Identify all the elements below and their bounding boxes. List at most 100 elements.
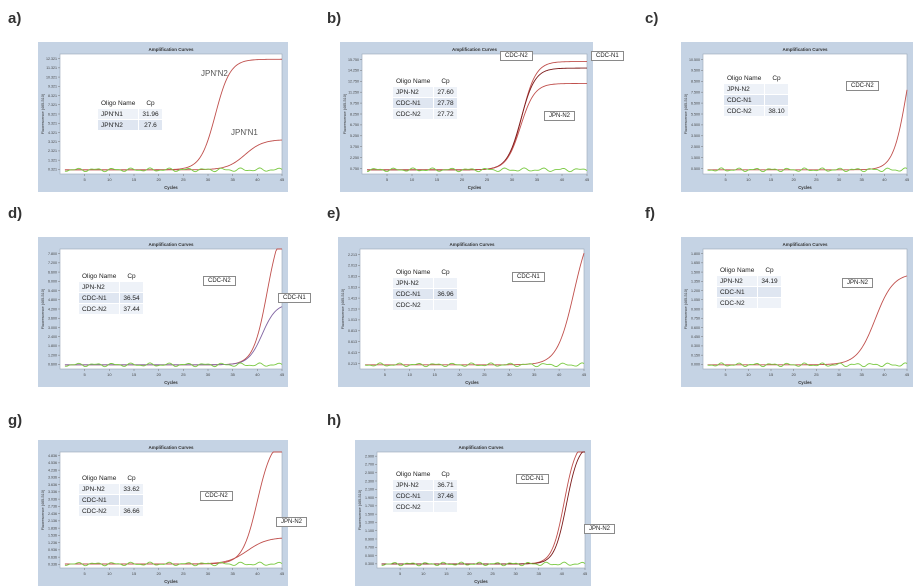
x-tick-label: 40: [560, 571, 565, 576]
y-tick-label: 1.413: [348, 296, 357, 300]
y-tick-label: 1.800: [691, 252, 700, 256]
panel-label-a: a): [8, 10, 22, 27]
x-tick-label: 30: [510, 177, 515, 182]
table-header: Cp: [764, 72, 789, 84]
y-tick-label: 0.500: [691, 167, 700, 171]
x-axis-label: Cycles: [465, 380, 479, 385]
y-tick-label: 5.500: [691, 112, 700, 116]
x-tick-label: 45: [280, 177, 285, 182]
x-tick-label: 35: [230, 571, 235, 576]
panel-label-d: d): [8, 205, 23, 222]
x-tick-label: 15: [132, 372, 137, 377]
table-header: Oligo Name: [391, 468, 435, 480]
y-tick-label: 0.636: [48, 555, 57, 559]
x-tick-label: 30: [206, 571, 211, 576]
table-cell: JPN'N2: [96, 119, 140, 131]
chart-panel-d: Amplification Curves 5 10 15 20 25 30 35 40 45 Cyc…: [38, 237, 288, 387]
y-tick-label: 2.013: [348, 264, 357, 268]
table-cell: CDC-N2: [391, 108, 435, 120]
x-tick-label: 25: [814, 177, 819, 182]
y-tick-label: 0.500: [365, 554, 374, 558]
x-tick-label: 20: [460, 177, 465, 182]
x-axis-label: Cycles: [468, 185, 482, 190]
table-cell: [433, 277, 458, 289]
chart-panel-f: Amplification Curves 5 10 15 20 25 30 35 40 45 Cyc…: [681, 237, 913, 387]
y-tick-label: 6.750: [350, 123, 359, 127]
table-cell: 36.66: [119, 505, 144, 517]
y-tick-label: 2.213: [348, 253, 357, 257]
cp-table-c: Oligo Name Cp JPN-N2 CDC-N1 CDC-N2 38.10: [722, 72, 789, 117]
x-tick-label: 10: [746, 177, 751, 182]
table-header: Oligo Name: [391, 75, 435, 87]
curve-label-a-jpn-n2: JPN'N2: [201, 69, 228, 78]
x-tick-label: 10: [408, 372, 413, 377]
series-line-g-2: [64, 561, 283, 567]
x-tick-label: 30: [507, 372, 512, 377]
table-cell: [433, 299, 458, 311]
x-tick-label: 30: [837, 372, 842, 377]
y-tick-label: 0.750: [350, 167, 359, 171]
x-tick-label: 25: [181, 571, 186, 576]
x-tick-label: 30: [206, 372, 211, 377]
y-tick-label: 3.321: [48, 140, 57, 144]
x-axis-label: Cycles: [164, 380, 178, 385]
y-tick-label: 6.321: [48, 112, 57, 116]
y-tick-label: 7.321: [48, 103, 57, 107]
x-tick-label: 10: [107, 372, 112, 377]
y-tick-label: 2.100: [365, 488, 374, 492]
x-tick-label: 40: [557, 372, 562, 377]
table-cell: CDC-N2: [391, 501, 435, 513]
table-cell: 38.10: [764, 105, 789, 117]
x-axis-label: Cycles: [798, 380, 812, 385]
table-header: Cp: [138, 97, 163, 109]
y-tick-label: 1.613: [348, 285, 357, 289]
curve-label-d-cdc-n2: CDC-N2: [203, 276, 236, 286]
x-tick-label: 40: [560, 177, 565, 182]
table-cell: CDC-N1: [391, 490, 435, 502]
y-tick-label: 2.500: [691, 145, 700, 149]
curve-label-d-cdc-n1: CDC-N1: [278, 293, 311, 303]
x-tick-label: 45: [582, 372, 587, 377]
y-tick-label: 2.250: [350, 156, 359, 160]
y-tick-label: 0.413: [348, 351, 357, 355]
table-header: Cp: [433, 266, 458, 278]
table-cell: [119, 494, 144, 506]
y-tick-label: 3.336: [48, 490, 57, 494]
curve-label-h-cdc-n1: CDC-N1: [516, 474, 549, 484]
y-tick-label: 1.813: [348, 275, 357, 279]
table-cell: CDC-N2: [722, 105, 766, 117]
y-tick-label: 0.613: [348, 340, 357, 344]
panel-label-b: b): [327, 10, 342, 27]
table-cell: 37.44: [119, 303, 144, 315]
x-tick-label: 15: [432, 372, 437, 377]
y-tick-label: 0.936: [48, 548, 57, 552]
y-tick-label: 1.321: [48, 158, 57, 162]
x-tick-label: 40: [255, 177, 260, 182]
x-tick-label: 15: [132, 571, 137, 576]
y-tick-label: 8.250: [350, 112, 359, 116]
table-cell: 36.54: [119, 292, 144, 304]
y-tick-label: 12.321: [46, 57, 57, 61]
y-tick-label: 7.200: [48, 261, 57, 265]
y-tick-label: 1.200: [48, 353, 57, 357]
table-cell: CDC-N1: [715, 286, 759, 298]
y-axis-label: Fluorescence (465-510): [358, 489, 362, 530]
y-tick-label: 3.750: [350, 145, 359, 149]
cp-table-e: Oligo Name Cp JPN-N2 CDC-N1 36.96 CDC-N2: [391, 266, 458, 311]
chart-svg-c: Amplification Curves 5 10 15 20 25 30 35 40 45 Cyc…: [684, 47, 910, 190]
y-tick-label: 0.321: [48, 168, 57, 172]
table-cell: 37.46: [433, 490, 458, 502]
x-tick-label: 25: [490, 571, 495, 576]
table-cell: CDC-N2: [77, 303, 121, 315]
x-tick-label: 25: [485, 177, 490, 182]
chart-title: Amplification Curves: [449, 242, 495, 247]
y-tick-label: 2.900: [365, 454, 374, 458]
y-tick-label: 3.600: [48, 317, 57, 321]
table-cell: CDC-N1: [391, 97, 435, 109]
y-tick-label: 0.700: [365, 546, 374, 550]
y-tick-label: 12.750: [348, 80, 359, 84]
plot-area: [59, 451, 283, 569]
table-cell: JPN-N2: [391, 277, 435, 289]
cp-table-d: Oligo Name Cp JPN-N2 CDC-N1 36.54 CDC-N2 37…: [77, 270, 144, 315]
curve-label-e-cdc-n1: CDC-N1: [512, 272, 545, 282]
